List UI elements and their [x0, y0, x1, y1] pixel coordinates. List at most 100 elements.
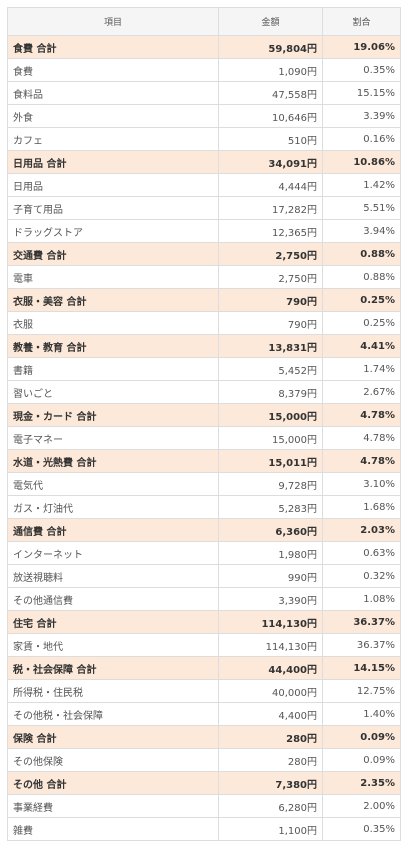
- ratio-cell: 0.88%: [322, 242, 401, 266]
- subtotal-row: 保険 合計 280円 0.09%: [7, 725, 401, 749]
- ratio-cell: 3.94%: [322, 219, 401, 243]
- amount-cell: 990円: [218, 564, 323, 588]
- ratio-cell: 4.41%: [322, 334, 401, 358]
- item-row: 放送視聴料 990円 0.32%: [7, 564, 401, 588]
- category-cell: 書籍: [7, 357, 219, 381]
- category-cell: 習いごと: [7, 380, 219, 404]
- category-cell: 子育て用品: [7, 196, 219, 220]
- amount-cell: 47,558円: [218, 81, 323, 105]
- ratio-cell: 2.35%: [322, 771, 401, 795]
- amount-cell: 12,365円: [218, 219, 323, 243]
- table-body: 食費 合計 59,804円 19.06% 食費 1,090円 0.35% 食料品 47,558…: [7, 35, 401, 841]
- item-row: 家賃・地代 114,130円 36.37%: [7, 633, 401, 657]
- amount-cell: 40,000円: [218, 679, 323, 703]
- amount-cell: 44,400円: [218, 656, 323, 680]
- category-cell: その他通信費: [7, 587, 219, 611]
- header-row: 項目 金額 割合: [7, 7, 401, 36]
- category-cell: 雑費: [7, 817, 219, 841]
- subtotal-row: 日用品 合計 34,091円 10.86%: [7, 150, 401, 174]
- amount-cell: 7,380円: [218, 771, 323, 795]
- category-cell: 家賃・地代: [7, 633, 219, 657]
- amount-cell: 1,090円: [218, 58, 323, 82]
- category-cell: 住宅 合計: [7, 610, 219, 634]
- category-cell: カフェ: [7, 127, 219, 151]
- ratio-cell: 0.35%: [322, 58, 401, 82]
- subtotal-row: 税・社会保障 合計 44,400円 14.15%: [7, 656, 401, 680]
- category-cell: 外食: [7, 104, 219, 128]
- item-row: 書籍 5,452円 1.74%: [7, 357, 401, 381]
- subtotal-row: 教養・教育 合計 13,831円 4.41%: [7, 334, 401, 358]
- category-cell: 日用品: [7, 173, 219, 197]
- category-cell: 食費: [7, 58, 219, 82]
- amount-cell: 3,390円: [218, 587, 323, 611]
- subtotal-row: 通信費 合計 6,360円 2.03%: [7, 518, 401, 542]
- category-cell: 保険 合計: [7, 725, 219, 749]
- ratio-cell: 1.68%: [322, 495, 401, 519]
- ratio-cell: 2.03%: [322, 518, 401, 542]
- ratio-cell: 1.08%: [322, 587, 401, 611]
- header-cell: 項目: [7, 7, 219, 36]
- subtotal-row: 衣服・美容 合計 790円 0.25%: [7, 288, 401, 312]
- ratio-cell: 14.15%: [322, 656, 401, 680]
- ratio-cell: 0.25%: [322, 311, 401, 335]
- ratio-cell: 0.09%: [322, 725, 401, 749]
- header-cell: 金額: [218, 7, 323, 36]
- category-cell: 事業経費: [7, 794, 219, 818]
- amount-cell: 15,000円: [218, 426, 323, 450]
- item-row: 電子マネー 15,000円 4.78%: [7, 426, 401, 450]
- ratio-cell: 2.67%: [322, 380, 401, 404]
- item-row: その他通信費 3,390円 1.08%: [7, 587, 401, 611]
- amount-cell: 15,000円: [218, 403, 323, 427]
- category-cell: 通信費 合計: [7, 518, 219, 542]
- category-cell: インターネット: [7, 541, 219, 565]
- category-cell: 食料品: [7, 81, 219, 105]
- item-row: ガス・灯油代 5,283円 1.68%: [7, 495, 401, 519]
- subtotal-row: その他 合計 7,380円 2.35%: [7, 771, 401, 795]
- category-cell: その他 合計: [7, 771, 219, 795]
- amount-cell: 280円: [218, 748, 323, 772]
- item-row: 所得税・住民税 40,000円 12.75%: [7, 679, 401, 703]
- amount-cell: 5,452円: [218, 357, 323, 381]
- ratio-cell: 36.37%: [322, 610, 401, 634]
- amount-cell: 114,130円: [218, 610, 323, 634]
- item-row: 衣服 790円 0.25%: [7, 311, 401, 335]
- amount-cell: 2,750円: [218, 242, 323, 266]
- item-row: 電気代 9,728円 3.10%: [7, 472, 401, 496]
- ratio-cell: 10.86%: [322, 150, 401, 174]
- amount-cell: 4,400円: [218, 702, 323, 726]
- ratio-cell: 19.06%: [322, 35, 401, 59]
- ratio-cell: 4.78%: [322, 449, 401, 473]
- ratio-cell: 5.51%: [322, 196, 401, 220]
- item-row: その他税・社会保障 4,400円 1.40%: [7, 702, 401, 726]
- ratio-cell: 2.00%: [322, 794, 401, 818]
- ratio-cell: 12.75%: [322, 679, 401, 703]
- category-cell: 電気代: [7, 472, 219, 496]
- category-cell: 税・社会保障 合計: [7, 656, 219, 680]
- category-cell: その他税・社会保障: [7, 702, 219, 726]
- category-cell: 水道・光熱費 合計: [7, 449, 219, 473]
- amount-cell: 15,011円: [218, 449, 323, 473]
- ratio-cell: 4.78%: [322, 403, 401, 427]
- amount-cell: 5,283円: [218, 495, 323, 519]
- item-row: 食料品 47,558円 15.15%: [7, 81, 401, 105]
- amount-cell: 59,804円: [218, 35, 323, 59]
- header-cell: 割合: [322, 7, 401, 36]
- ratio-cell: 3.10%: [322, 472, 401, 496]
- item-row: 子育て用品 17,282円 5.51%: [7, 196, 401, 220]
- subtotal-row: 交通費 合計 2,750円 0.88%: [7, 242, 401, 266]
- subtotal-row: 水道・光熱費 合計 15,011円 4.78%: [7, 449, 401, 473]
- category-cell: 所得税・住民税: [7, 679, 219, 703]
- ratio-cell: 15.15%: [322, 81, 401, 105]
- amount-cell: 790円: [218, 288, 323, 312]
- subtotal-row: 現金・カード 合計 15,000円 4.78%: [7, 403, 401, 427]
- amount-cell: 510円: [218, 127, 323, 151]
- ratio-cell: 0.25%: [322, 288, 401, 312]
- amount-cell: 280円: [218, 725, 323, 749]
- ratio-cell: 1.40%: [322, 702, 401, 726]
- amount-cell: 790円: [218, 311, 323, 335]
- item-row: 電車 2,750円 0.88%: [7, 265, 401, 289]
- category-cell: 電子マネー: [7, 426, 219, 450]
- amount-cell: 1,980円: [218, 541, 323, 565]
- item-row: ドラッグストア 12,365円 3.94%: [7, 219, 401, 243]
